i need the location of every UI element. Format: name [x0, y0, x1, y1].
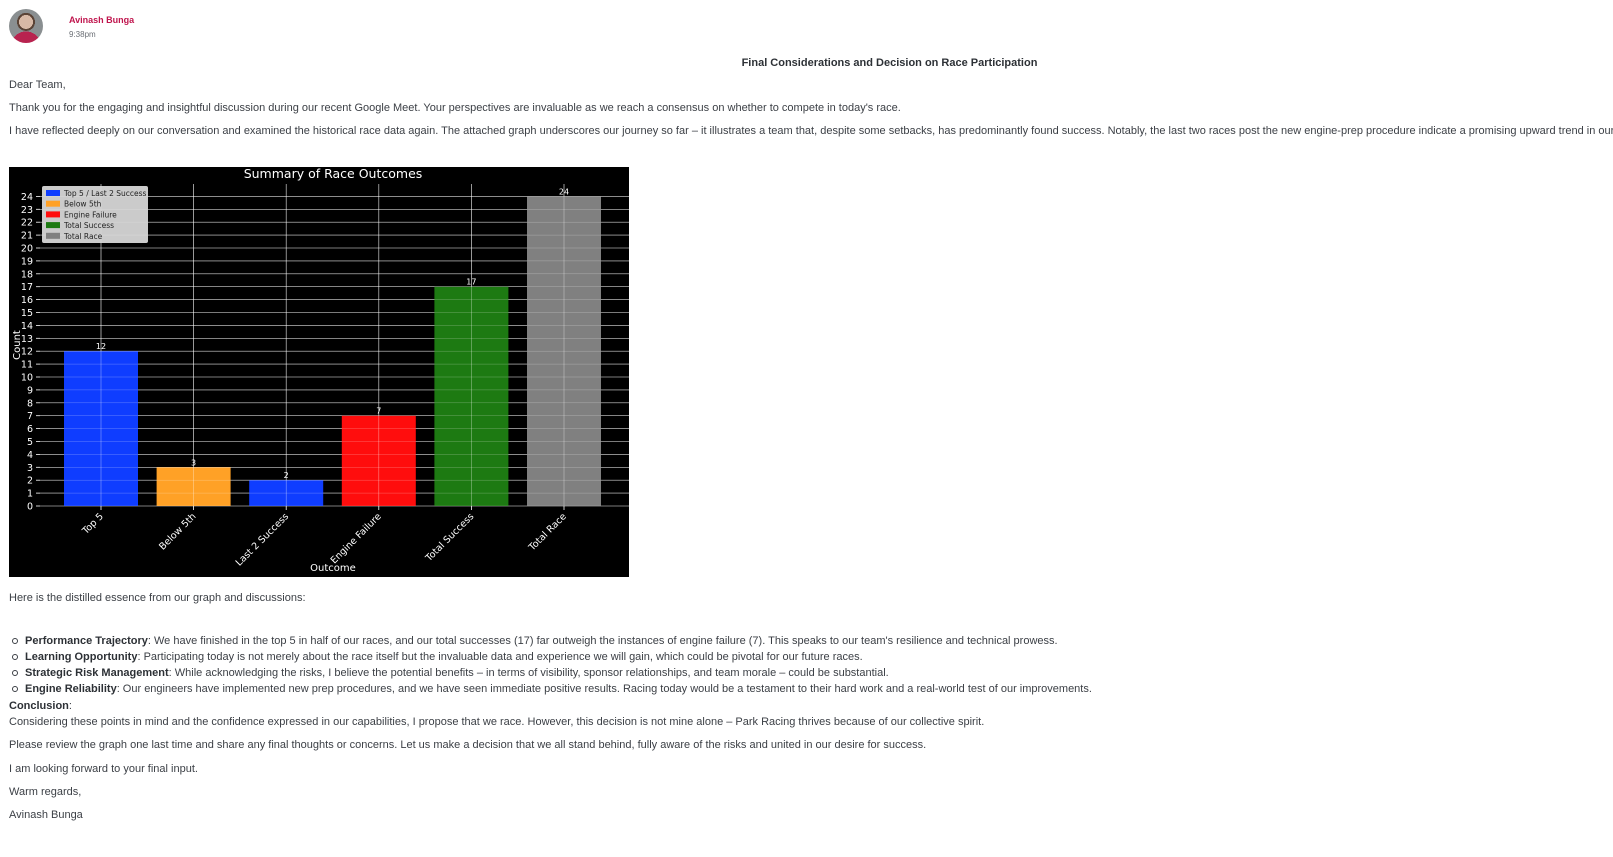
- legend-label: Top 5 / Last 2 Success: [63, 189, 147, 198]
- y-tick-label: 21: [21, 231, 33, 242]
- signature: Avinash Bunga: [9, 809, 83, 821]
- x-axis-label: Outcome: [310, 563, 356, 574]
- point-title: Engine Reliability: [25, 683, 117, 695]
- list-item: Learning Opportunity: Participating toda…: [12, 649, 1092, 665]
- point-title: Strategic Risk Management: [25, 667, 169, 679]
- y-tick-label: 8: [27, 398, 33, 409]
- paragraph-intro-points: Here is the distilled essence from our g…: [9, 592, 306, 604]
- legend-swatch: [46, 222, 60, 229]
- list-item: Engine Reliability: Our engineers have i…: [12, 681, 1092, 697]
- x-tick-label: Total Success: [423, 511, 476, 564]
- y-tick-label: 18: [21, 269, 33, 280]
- y-tick-label: 5: [27, 437, 33, 448]
- x-tick-label: Below 5th: [157, 511, 198, 552]
- bar-value-label: 7: [376, 407, 381, 416]
- legend-label: Engine Failure: [64, 210, 117, 219]
- point-text: : Our engineers have implemented new pre…: [116, 683, 1092, 695]
- legend-swatch: [46, 190, 60, 196]
- key-points-list: Performance Trajectory: We have finished…: [9, 633, 1092, 697]
- conclusion-label: Conclusion: [9, 700, 69, 712]
- legend-swatch: [46, 211, 60, 218]
- y-tick-label: 10: [21, 373, 33, 384]
- point-title: Learning Opportunity: [25, 651, 138, 663]
- greeting: Dear Team,: [9, 79, 66, 91]
- point-title: Performance Trajectory: [25, 635, 148, 647]
- y-tick-label: 11: [21, 360, 33, 371]
- paragraph-review: Please review the graph one last time an…: [9, 739, 927, 751]
- y-tick-label: 23: [21, 205, 33, 216]
- y-tick-label: 16: [21, 295, 33, 306]
- chart-title: Summary of Race Outcomes: [244, 167, 423, 181]
- x-tick-label: Total Race: [526, 511, 569, 554]
- bar-value-label: 3: [191, 458, 196, 467]
- point-text: : Participating today is not merely abou…: [137, 651, 863, 663]
- message-subject: Final Considerations and Decision on Rac…: [0, 57, 1613, 69]
- message-timestamp: 9:38pm: [69, 30, 96, 39]
- y-tick-label: 1: [27, 489, 33, 500]
- x-tick-label: Last 2 Success: [234, 511, 291, 568]
- legend-label: Total Race: [63, 232, 103, 241]
- y-tick-label: 19: [21, 256, 33, 267]
- y-tick-label: 20: [21, 244, 33, 255]
- y-tick-label: 3: [27, 463, 33, 474]
- y-tick-label: 12: [21, 347, 33, 358]
- legend-box: [42, 186, 148, 243]
- bar-value-label: 12: [96, 342, 106, 351]
- legend-swatch: [46, 200, 60, 207]
- bar-value-label: 24: [559, 187, 569, 196]
- y-tick-label: 7: [27, 411, 33, 422]
- y-tick-label: 17: [21, 282, 33, 293]
- y-tick-label: 9: [27, 385, 33, 396]
- paragraph-forward: I am looking forward to your final input…: [9, 763, 198, 775]
- y-tick-label: 14: [21, 321, 33, 332]
- conclusion-heading: Conclusion:: [9, 700, 72, 712]
- author-name[interactable]: Avinash Bunga: [69, 15, 135, 25]
- list-item: Performance Trajectory: We have finished…: [12, 633, 1092, 649]
- y-tick-label: 2: [27, 476, 33, 487]
- y-tick-label: 4: [27, 450, 33, 461]
- avatar[interactable]: [9, 9, 43, 43]
- point-text: : While acknowledging the risks, I belie…: [168, 667, 889, 679]
- y-tick-label: 13: [21, 334, 33, 345]
- bar-value-label: 17: [466, 278, 476, 287]
- y-tick-label: 0: [27, 502, 33, 513]
- legend-label: Total Success: [63, 221, 114, 230]
- chart-svg: 0123456789101112131415161718192021222324…: [12, 167, 629, 574]
- y-tick-label: 24: [21, 192, 33, 203]
- legend-swatch: [46, 232, 60, 239]
- y-tick-label: 6: [27, 424, 33, 435]
- y-tick-label: 15: [21, 308, 33, 319]
- paragraph-conclusion: Considering these points in mind and the…: [9, 716, 985, 728]
- point-text: : We have finished in the top 5 in half …: [147, 635, 1058, 647]
- race-outcomes-chart: 0 1 2 3 4 5 6 7 8 9 10 11 12 13 14 15 16 17 18 19 20 21 22 23 24…: [9, 167, 629, 577]
- paragraph-thanks: Thank you for the engaging and insightfu…: [9, 102, 901, 114]
- conclusion-colon: :: [68, 700, 72, 712]
- subject-text: Final Considerations and Decision on Rac…: [741, 57, 1038, 69]
- x-tick-label: Engine Failure: [329, 511, 384, 566]
- legend-label: Below 5th: [64, 200, 102, 209]
- x-tick-label: Top 5: [80, 511, 106, 537]
- paragraph-reflection: I have reflected deeply on our conversat…: [9, 125, 1613, 137]
- y-axis-label: Count: [12, 330, 23, 360]
- signoff: Warm regards,: [9, 786, 82, 798]
- list-item: Strategic Risk Management: While acknowl…: [12, 665, 1092, 681]
- y-tick-label: 22: [21, 218, 33, 229]
- bar-value-label: 2: [284, 471, 289, 480]
